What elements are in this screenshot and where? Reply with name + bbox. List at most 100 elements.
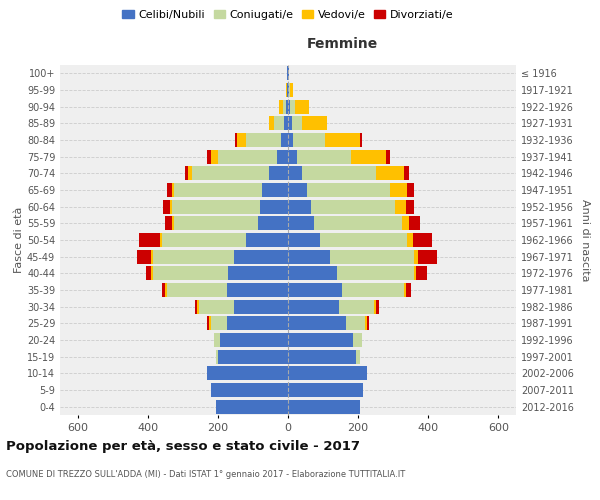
Bar [227,283,288,297]
Bar [351,150,386,164]
Bar [174,183,262,197]
Bar [170,200,172,214]
Bar [258,216,288,230]
Bar [188,166,191,180]
Bar [246,233,288,247]
Bar [404,166,409,180]
Bar [211,383,288,397]
Bar [208,366,288,380]
Bar [246,133,281,147]
Bar [211,316,227,330]
Bar [172,183,174,197]
Bar [277,150,288,164]
Bar [289,83,290,97]
Bar [167,283,227,297]
Bar [288,150,297,164]
Bar [337,266,414,280]
Bar [295,100,309,114]
Bar [160,233,162,247]
Bar [287,66,288,80]
Bar [162,283,165,297]
Bar [288,83,289,97]
Bar [218,350,288,364]
Bar [237,133,246,147]
Y-axis label: Fasce di età: Fasce di età [14,207,24,273]
Bar [376,300,379,314]
Bar [311,200,395,214]
Bar [325,133,360,147]
Bar [216,400,288,414]
Bar [390,183,407,197]
Bar [288,316,346,330]
Bar [287,83,288,97]
Bar [407,233,413,247]
Bar [407,183,414,197]
Bar [153,266,229,280]
Bar [418,250,437,264]
Bar [288,216,314,230]
Bar [220,333,288,347]
Bar [288,183,307,197]
Bar [139,233,160,247]
Bar [167,183,172,197]
Text: Femmine: Femmine [307,37,379,51]
Bar [269,166,288,180]
Bar [229,266,288,280]
Bar [162,233,246,247]
Bar [260,200,288,214]
Bar [288,66,289,80]
Bar [195,300,197,314]
Bar [163,200,170,214]
Bar [269,116,274,130]
Bar [209,316,211,330]
Legend: Celibi/Nubili, Coniugati/e, Vedovi/e, Divorziati/e: Celibi/Nubili, Coniugati/e, Vedovi/e, Di… [118,6,458,25]
Bar [293,133,325,147]
Bar [290,100,295,114]
Bar [172,216,174,230]
Bar [284,116,288,130]
Bar [137,250,151,264]
Bar [288,333,353,347]
Bar [151,266,153,280]
Bar [199,300,233,314]
Bar [151,250,153,264]
Bar [211,150,218,164]
Bar [283,100,286,114]
Bar [288,133,293,147]
Bar [288,350,356,364]
Bar [288,400,360,414]
Bar [416,266,427,280]
Bar [290,83,293,97]
Bar [409,216,419,230]
Bar [302,116,326,130]
Bar [346,316,365,330]
Bar [330,250,414,264]
Bar [286,83,287,97]
Bar [402,216,409,230]
Y-axis label: Anni di nascita: Anni di nascita [580,198,590,281]
Text: COMUNE DI TREZZO SULL'ADDA (MI) - Dati ISTAT 1° gennaio 2017 - Elaborazione TUTT: COMUNE DI TREZZO SULL'ADDA (MI) - Dati I… [6,470,405,479]
Bar [165,216,172,230]
Bar [414,250,418,264]
Bar [374,300,376,314]
Bar [262,183,288,197]
Bar [413,233,432,247]
Bar [227,316,288,330]
Bar [288,266,337,280]
Bar [153,250,233,264]
Bar [314,216,402,230]
Bar [414,266,416,280]
Bar [146,266,151,280]
Bar [174,216,258,230]
Bar [360,133,362,147]
Bar [292,116,302,130]
Text: Popolazione per età, sesso e stato civile - 2017: Popolazione per età, sesso e stato civil… [6,440,360,453]
Bar [307,183,390,197]
Bar [386,150,390,164]
Bar [235,133,237,147]
Bar [376,166,404,180]
Bar [353,333,362,347]
Bar [320,233,407,247]
Bar [165,283,167,297]
Bar [297,150,351,164]
